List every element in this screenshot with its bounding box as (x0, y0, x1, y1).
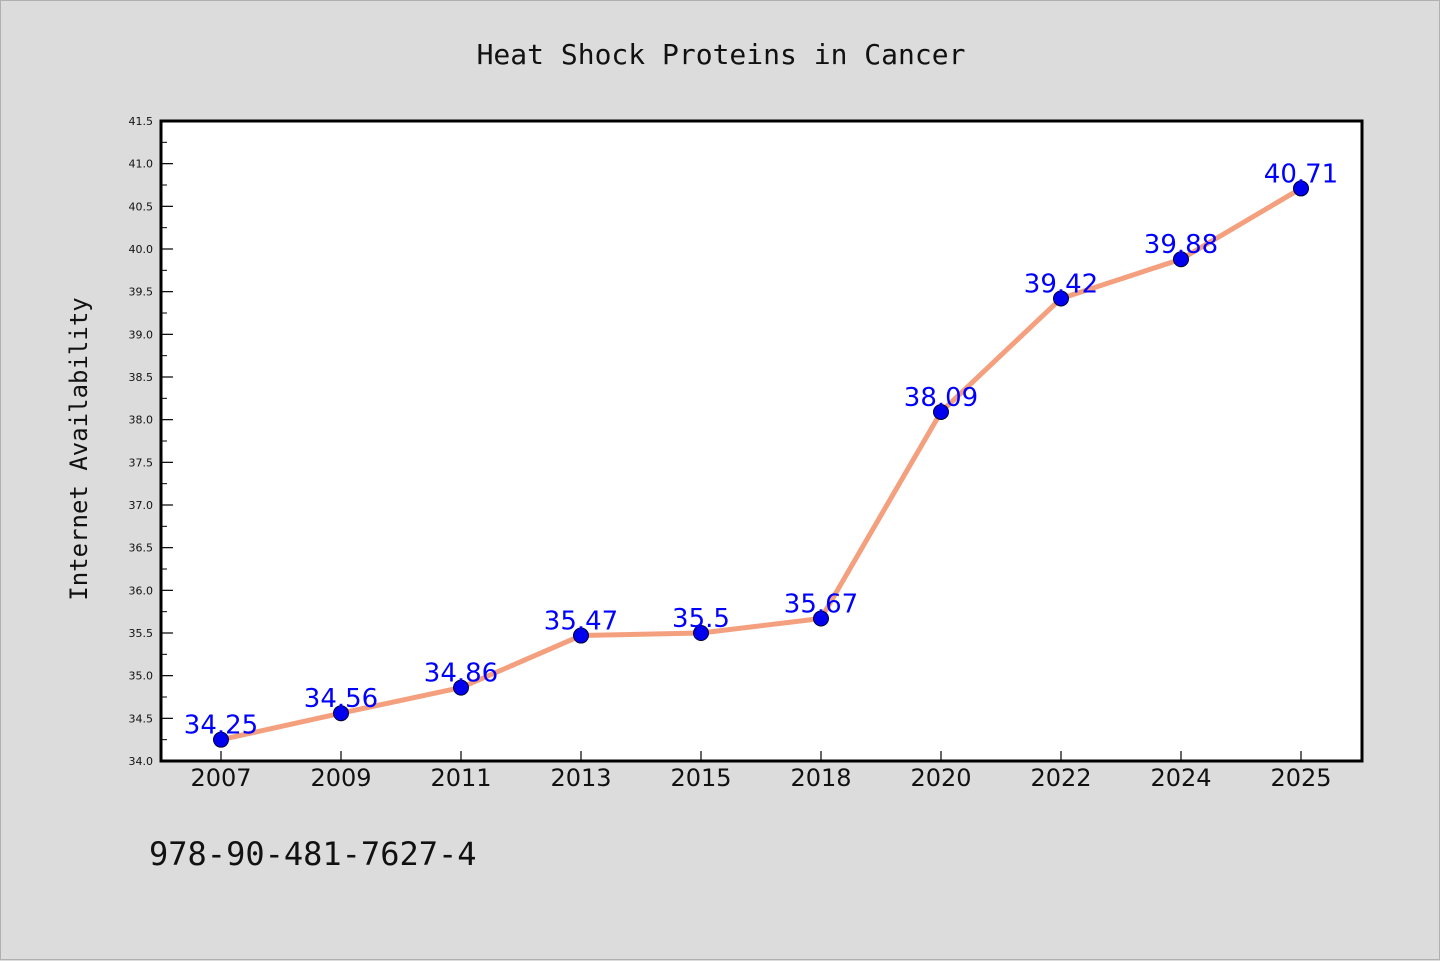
data-label: 34.86 (424, 659, 498, 689)
data-point (453, 679, 469, 696)
y-tick-label: 34.0 (129, 755, 154, 768)
data-label: 34.25 (184, 711, 258, 741)
y-axis: 34.0 34.5 35.0 35.5 36.0 36.5 37.0 37.5 38.0 38.5… (129, 115, 173, 768)
marker-layer (213, 180, 1309, 748)
x-axis: 2007 2009 2011 2013 2015 2018 2020 2022 2024 2025 (190, 751, 1332, 792)
y-tick-label: 37.0 (129, 499, 154, 512)
series-layer (218, 185, 1304, 743)
y-tick-label: 41.5 (129, 115, 154, 128)
data-label: 35.67 (784, 589, 858, 619)
data-point (333, 705, 349, 722)
x-tick-label: 2020 (910, 764, 971, 792)
x-tick-label: 2007 (190, 764, 251, 792)
data-label: 39.88 (1144, 230, 1218, 260)
isbn-footer: 978-90-481-7627-4 (149, 835, 477, 873)
series-line (218, 185, 1304, 743)
data-point (693, 625, 709, 641)
x-tick-label: 2011 (430, 764, 491, 792)
x-tick-label: 2015 (670, 764, 731, 792)
y-axis-label: Internet Availability (65, 297, 93, 600)
y-tick-label: 36.5 (129, 542, 154, 555)
y-tick-label: 39.0 (129, 328, 154, 341)
data-label-layer: 34.25 34.56 34.86 35.47 35.5 35.67 38.09 39.42 3… (184, 159, 1338, 740)
data-label: 35.5 (672, 604, 730, 634)
data-label: 35.47 (544, 607, 618, 637)
x-tick-label: 2009 (310, 764, 371, 792)
y-tick-label: 39.5 (129, 286, 154, 299)
y-tick-label: 35.0 (129, 670, 154, 683)
plot-area (159, 119, 1364, 763)
data-label: 39.42 (1024, 269, 1098, 299)
data-point (813, 610, 829, 627)
data-label: 34.56 (304, 684, 378, 714)
x-tick-label: 2018 (790, 764, 851, 792)
y-tick-label: 36.0 (129, 584, 154, 597)
data-point (1053, 290, 1069, 307)
data-point (1293, 180, 1309, 197)
y-tick-label: 38.5 (129, 371, 154, 384)
x-tick-label: 2022 (1030, 764, 1091, 792)
x-tick-label: 2025 (1270, 764, 1331, 792)
y-tick-label: 34.5 (129, 712, 154, 725)
y-tick-label: 38.0 (129, 414, 154, 427)
data-label: 38.09 (904, 383, 978, 413)
data-point (933, 403, 949, 420)
data-label: 40.71 (1264, 159, 1338, 189)
y-tick-label: 35.5 (129, 627, 154, 640)
x-tick-label: 2024 (1150, 764, 1211, 792)
y-tick-label: 41.0 (129, 158, 154, 171)
y-tick-label: 40.0 (129, 243, 154, 256)
y-tick-label: 40.5 (129, 200, 154, 213)
chart-title: Heat Shock Proteins in Cancer (477, 38, 966, 71)
data-point (573, 627, 589, 644)
data-point (213, 731, 229, 748)
x-tick-label: 2013 (550, 764, 611, 792)
y-tick-label: 37.5 (129, 456, 154, 469)
data-point (1173, 251, 1189, 268)
